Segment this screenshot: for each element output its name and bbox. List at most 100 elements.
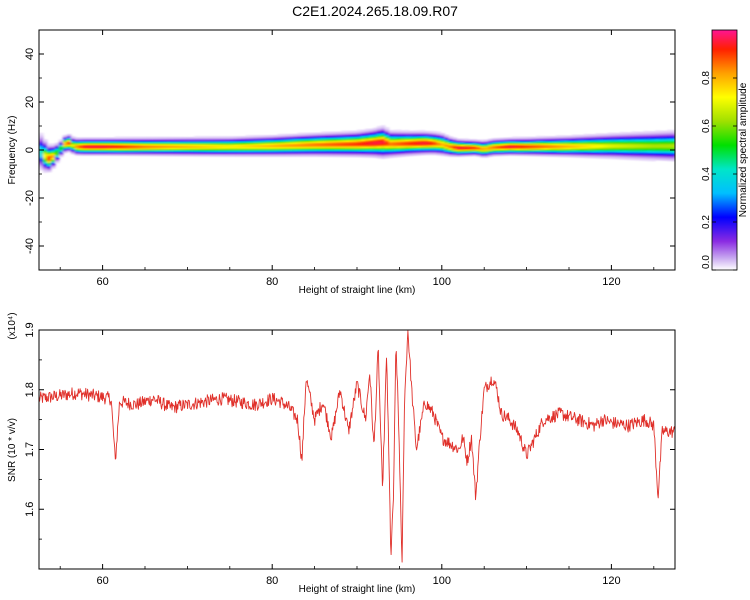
- heatmap-cell: [150, 137, 155, 140]
- heatmap-cell: [309, 143, 314, 145]
- heatmap-cell: [448, 154, 454, 156]
- heatmap-cell: [535, 153, 541, 156]
- heatmap-cell: [595, 143, 601, 146]
- heatmap-cell: [182, 140, 187, 143]
- heatmap-cell: [468, 148, 473, 151]
- heatmap-cell: [194, 137, 199, 139]
- heatmap-cell: [42, 146, 48, 148]
- heatmap-cell: [138, 147, 143, 149]
- heatmap-cell: [261, 151, 267, 154]
- heatmap-cell: [428, 136, 434, 139]
- heatmap-cell: [551, 151, 557, 154]
- heatmap-cell: [527, 136, 533, 139]
- heatmap-cell: [651, 152, 656, 155]
- heatmap-cell: [39, 144, 44, 147]
- heatmap-cell: [663, 155, 668, 158]
- heatmap-cell: [663, 143, 668, 146]
- heatmap-cell: [412, 143, 418, 146]
- heatmap-cell: [360, 131, 366, 134]
- heatmap-cell: [54, 146, 60, 148]
- heatmap-cell: [190, 140, 195, 143]
- heatmap-cell: [480, 154, 485, 157]
- heatmap-cell: [472, 148, 477, 151]
- heatmap-cell: [424, 132, 430, 134]
- heatmap-cell: [229, 139, 235, 142]
- heatmap-cell: [205, 153, 211, 156]
- heatmap-cell: [82, 145, 88, 148]
- heatmap-cell: [472, 153, 477, 156]
- heatmap-cell: [647, 135, 652, 138]
- heatmap-cell: [134, 147, 139, 149]
- heatmap-cell: [659, 159, 664, 161]
- heatmap-cell: [98, 147, 104, 149]
- heatmap-cell: [293, 139, 298, 142]
- heatmap-cell: [587, 142, 593, 144]
- heatmap-cell: [166, 154, 171, 157]
- heatmap-cell: [321, 151, 326, 154]
- heatmap-cell: [217, 148, 223, 150]
- heatmap-cell: [484, 155, 489, 157]
- heatmap-cell: [360, 154, 366, 157]
- heatmap-cell: [392, 152, 398, 155]
- heatmap-cell: [245, 151, 251, 154]
- heatmap-cell: [392, 154, 398, 157]
- heatmap-cell: [166, 143, 171, 146]
- heatmap-cell: [384, 128, 390, 130]
- heatmap-cell: [659, 150, 664, 153]
- heatmap-cell: [476, 146, 481, 149]
- heatmap-cell: [623, 152, 628, 155]
- heatmap-cell: [392, 132, 398, 134]
- heatmap-cell: [424, 147, 430, 150]
- heatmap-cell: [432, 151, 438, 153]
- heatmap-cell: [209, 143, 215, 145]
- heatmap-cell: [671, 140, 675, 143]
- heatmap-cell: [261, 154, 267, 156]
- heatmap-cell: [138, 144, 143, 147]
- heatmap-cell: [66, 142, 72, 144]
- heatmap-cell: [432, 132, 438, 134]
- heatmap-cell: [86, 144, 92, 147]
- heatmap-cell: [424, 130, 430, 133]
- heatmap-cell: [615, 156, 620, 159]
- heatmap-cell: [194, 153, 199, 156]
- heatmap-cell: [492, 145, 497, 147]
- heatmap-cell: [357, 135, 362, 138]
- heatmap-cell: [583, 138, 589, 141]
- heatmap-cell: [516, 138, 521, 141]
- heatmap-cell: [39, 136, 44, 138]
- heatmap-cell: [261, 139, 267, 142]
- heatmap-cell: [583, 137, 589, 139]
- heatmap-cell: [599, 139, 605, 141]
- heatmap-cell: [353, 146, 358, 148]
- heatmap-cell: [66, 137, 72, 140]
- heatmap-cell: [162, 141, 167, 144]
- heatmap-cell: [655, 144, 660, 147]
- heatmap-cell: [174, 147, 179, 150]
- heatmap-cell: [130, 137, 136, 140]
- heatmap-cell: [476, 148, 481, 150]
- heatmap-cell: [460, 143, 465, 145]
- heatmap-cell: [619, 142, 624, 145]
- heatmap-cell: [659, 154, 664, 156]
- heatmap-cell: [281, 137, 287, 139]
- heatmap-cell: [289, 139, 294, 142]
- heatmap-cell: [98, 139, 104, 142]
- heatmap-cell: [190, 153, 195, 156]
- heatmap-cell: [194, 143, 199, 145]
- heatmap-cell: [106, 144, 112, 147]
- heatmap-cell: [305, 132, 310, 135]
- heatmap-cell: [213, 139, 219, 142]
- heatmap-cell: [241, 155, 247, 157]
- heatmap-cell: [551, 149, 557, 152]
- heatmap-cell: [551, 143, 557, 146]
- heatmap-cell: [90, 147, 96, 149]
- heatmap-cell: [603, 149, 609, 151]
- heatmap-cell: [357, 148, 362, 151]
- heatmap-cell: [62, 151, 68, 154]
- heatmap-cell: [106, 145, 112, 148]
- heatmap-cell: [444, 152, 450, 155]
- heatmap-cell: [468, 154, 473, 157]
- heatmap-cell: [571, 136, 577, 139]
- heatmap-cell: [293, 145, 298, 148]
- heatmap-cell: [142, 137, 147, 140]
